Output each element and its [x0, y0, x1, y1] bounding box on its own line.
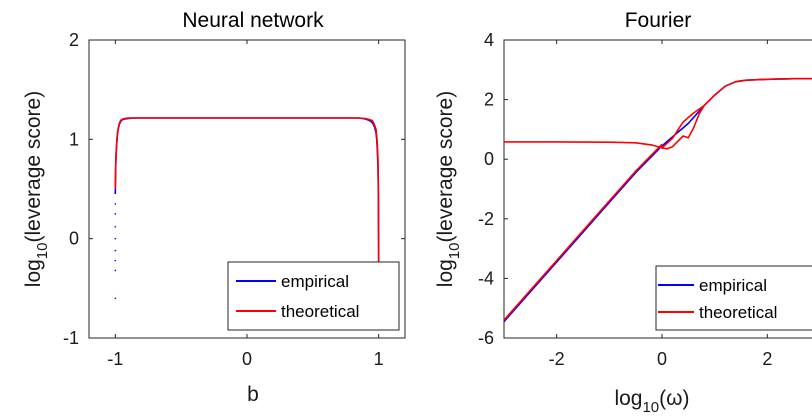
x-axis-label-right-sub: 10 — [642, 399, 659, 416]
series-line-right-2 — [661, 104, 705, 149]
y-tick-label-right: 4 — [484, 30, 494, 50]
y-tick-label-right: 0 — [484, 149, 494, 169]
ticks-right: -2 0 2 -6 -4 -2 0 2 4 — [478, 30, 772, 369]
scatter-point-left — [114, 237, 117, 240]
y-tick-label-right: -6 — [478, 328, 494, 348]
x-axis-label-right: log10(ω) — [614, 387, 689, 416]
x-tick-label-left: 0 — [242, 349, 252, 369]
series-line-left-1 — [114, 117, 380, 264]
y-tick-label-right: -2 — [478, 209, 494, 229]
x-tick-label-right: 0 — [657, 349, 667, 369]
y-tick-label-right: -4 — [478, 268, 494, 288]
y-axis-label-right-prefix: log — [434, 259, 457, 287]
series-right — [504, 77, 812, 323]
y-tick-label-right: 2 — [484, 90, 494, 110]
scatter-point-left — [114, 269, 117, 272]
y-axis-label-left-suffix: (leverage score) — [22, 91, 45, 243]
x-axis-label-right-suffix: (ω) — [659, 387, 689, 410]
scatter-point-left — [114, 225, 117, 228]
legend-box-right — [655, 265, 812, 331]
y-tick-label-left: 1 — [69, 129, 79, 149]
y-axis-label-left-prefix: log — [22, 259, 45, 287]
legend-box-left — [227, 261, 400, 331]
x-tick-label-right: 2 — [762, 349, 772, 369]
y-tick-label-left: 0 — [69, 229, 79, 249]
legend-right: empirical theoretical — [655, 265, 812, 331]
x-tick-label-left: 1 — [374, 349, 384, 369]
scatter-point-left — [114, 259, 117, 262]
legend-label-theoretical-right: theoretical — [699, 303, 777, 322]
x-axis-label-left: b — [247, 383, 259, 406]
legend-label-theoretical-left: theoretical — [281, 302, 359, 321]
legend-label-empirical-right: empirical — [699, 276, 767, 295]
y-axis-label-left-sub: 10 — [34, 243, 51, 260]
y-axis-label-right-suffix: (leverage score) — [434, 91, 457, 243]
y-axis-label-right: log10(leverage score) — [434, 91, 463, 287]
scatter-point-left — [114, 297, 117, 300]
series-line-right-3 — [504, 143, 663, 321]
chart-title-fourier: Fourier — [625, 9, 692, 32]
x-tick-label-right: -2 — [549, 349, 565, 369]
series-line-right-1 — [504, 77, 812, 150]
scatter-point-left — [114, 203, 117, 205]
scatter-point-left — [114, 249, 117, 252]
scatter-point-left — [114, 213, 117, 215]
series-left — [114, 117, 380, 300]
y-tick-label-left: -1 — [63, 328, 79, 348]
y-tick-label-left: 2 — [69, 30, 79, 50]
legend-left: empirical theoretical — [227, 261, 400, 331]
chart-neural-network: Neural network -1 0 1 -1 0 1 2 b log10(leverag… — [22, 9, 406, 406]
x-axis-label-right-prefix: log — [614, 387, 642, 410]
legend-label-empirical-left: empirical — [281, 272, 349, 291]
chart-title-neural-network: Neural network — [182, 9, 324, 32]
y-axis-label-left: log10(leverage score) — [22, 91, 51, 287]
x-tick-label-left: -1 — [107, 349, 123, 369]
ticks-left: -1 0 1 -1 0 1 2 — [63, 30, 405, 369]
y-axis-label-right-sub: 10 — [446, 243, 463, 260]
